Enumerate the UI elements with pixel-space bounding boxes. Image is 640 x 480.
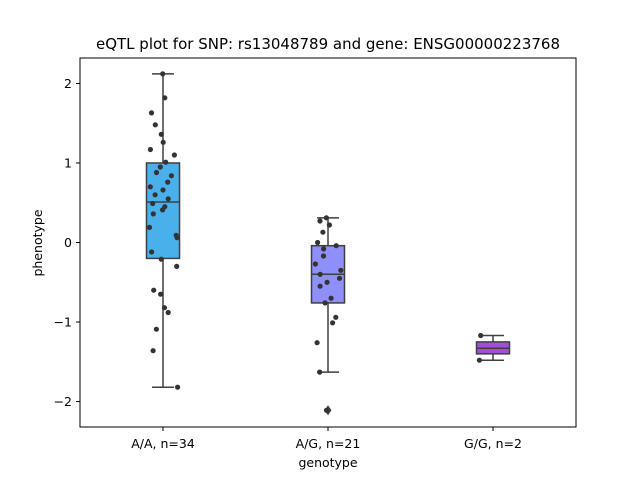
data-point — [158, 291, 164, 297]
data-point — [312, 261, 318, 267]
data-point — [158, 131, 164, 137]
x-tick-label: A/A, n=34 — [131, 436, 195, 451]
data-point — [163, 159, 169, 165]
data-point — [321, 246, 327, 252]
x-tick-label: A/G, n=21 — [296, 436, 361, 451]
data-point — [174, 263, 180, 269]
box-group — [475, 332, 511, 363]
data-point — [174, 235, 180, 241]
data-point — [160, 207, 166, 213]
y-tick-label: −2 — [54, 394, 72, 409]
data-point — [160, 139, 166, 145]
data-point — [317, 271, 323, 277]
data-point — [153, 326, 159, 332]
data-point — [320, 253, 327, 259]
data-point — [478, 332, 484, 339]
data-point — [175, 384, 181, 390]
data-point — [317, 283, 323, 289]
data-point — [322, 300, 328, 306]
data-point — [171, 152, 177, 158]
data-point — [476, 357, 482, 363]
data-point — [147, 184, 153, 190]
data-point — [165, 179, 171, 185]
y-tick-label: −1 — [54, 315, 72, 330]
data-point — [326, 222, 332, 228]
data-point — [151, 287, 157, 293]
data-point — [317, 369, 323, 375]
data-point — [146, 224, 153, 230]
data-point — [168, 173, 174, 179]
data-point — [336, 275, 343, 281]
y-tick-label: 1 — [64, 155, 72, 170]
data-point — [314, 340, 320, 346]
x-tick-label: G/G, n=2 — [464, 436, 522, 451]
data-point — [330, 320, 336, 326]
data-point — [150, 200, 156, 207]
data-point — [153, 169, 160, 176]
data-point — [158, 256, 164, 262]
data-point — [165, 309, 171, 316]
data-point — [317, 218, 323, 224]
data-point — [152, 122, 158, 128]
data-point — [328, 295, 334, 301]
data-point — [162, 95, 168, 101]
data-point — [148, 110, 155, 116]
data-point — [150, 211, 156, 217]
data-point — [323, 407, 330, 413]
chart-title: eQTL plot for SNP: rs13048789 and gene: … — [96, 35, 560, 53]
x-axis-label: genotype — [298, 455, 357, 470]
data-point — [147, 146, 153, 153]
y-axis-label: phenotype — [30, 209, 45, 276]
box-group — [310, 215, 346, 416]
data-point — [323, 215, 329, 221]
y-tick-label: 0 — [64, 235, 72, 250]
data-point — [161, 305, 168, 311]
data-point — [320, 229, 326, 235]
data-point — [157, 164, 163, 170]
data-point — [338, 267, 344, 273]
data-point — [333, 314, 339, 320]
data-point — [150, 348, 156, 354]
box-group — [145, 71, 181, 390]
data-point — [160, 187, 166, 193]
data-point — [160, 71, 166, 77]
data-point — [315, 239, 321, 246]
data-point — [149, 249, 155, 255]
data-point — [152, 192, 158, 198]
plot-area — [145, 71, 511, 416]
data-point — [324, 279, 330, 285]
y-tick-label: 2 — [64, 76, 72, 91]
data-point — [333, 243, 339, 249]
axes: −2 −1 0 1 2 A/A, n=34 A/G, n=21 G/G, n=2 — [54, 57, 577, 451]
data-point — [165, 196, 171, 202]
